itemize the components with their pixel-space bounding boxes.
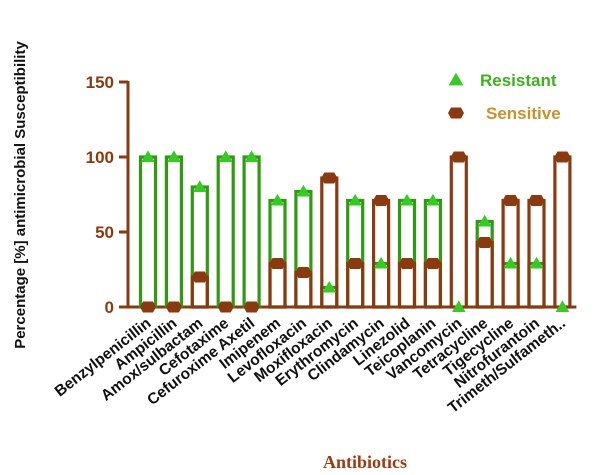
sensitive-point xyxy=(191,271,208,283)
resistant-bar xyxy=(423,198,442,309)
labels: BenzylpenicillinAmpicillinAmox/sulbactam… xyxy=(52,315,569,417)
sensitive-point xyxy=(554,151,571,163)
markers xyxy=(140,150,571,313)
resistant-point xyxy=(322,280,337,293)
legend-resistant-label: Resistant xyxy=(480,71,557,90)
sensitive-point xyxy=(347,258,364,269)
sensitive-point xyxy=(476,237,493,248)
sensitive-bar xyxy=(268,261,287,309)
sensitive-point xyxy=(373,195,390,206)
resistant-point xyxy=(348,193,363,206)
legend-resistant-marker xyxy=(448,72,464,86)
sensitive-point xyxy=(269,258,286,269)
resistant-point xyxy=(167,150,181,162)
y-tick-label: 150 xyxy=(86,73,114,92)
sensitive-point xyxy=(321,172,338,184)
y-axis-title: Percentage [%] antimicrobial Susceptibil… xyxy=(12,41,29,349)
legend-sensitive-marker xyxy=(448,107,464,119)
x-axis-title: Antibiotics xyxy=(323,452,407,472)
sensitive-point xyxy=(165,301,182,313)
legend: Resistant Sensitive xyxy=(448,71,561,123)
resistant-point xyxy=(426,193,440,206)
resistant-point xyxy=(270,193,285,206)
sensitive-point xyxy=(243,301,260,313)
resistant-bar xyxy=(501,261,520,309)
resistant-point xyxy=(555,300,570,312)
resistant-bar xyxy=(268,198,287,309)
resistant-bar xyxy=(164,155,183,309)
resistant-bar xyxy=(294,189,313,309)
bars xyxy=(138,155,572,309)
sensitive-point xyxy=(502,195,519,206)
resistant-bar xyxy=(372,261,391,309)
sensitive-bar xyxy=(423,261,442,309)
resistant-bar xyxy=(346,198,365,309)
sensitive-bar xyxy=(553,155,572,309)
resistant-bar xyxy=(475,219,494,309)
sensitive-bar xyxy=(372,198,391,309)
sensitive-point xyxy=(424,258,441,269)
legend-sensitive-label: Sensitive xyxy=(486,104,561,123)
resistant-point xyxy=(503,256,518,269)
y-tick-label: 50 xyxy=(95,223,114,242)
sensitive-bar xyxy=(397,261,417,309)
sensitive-bar xyxy=(475,240,494,309)
sensitive-point xyxy=(140,301,156,313)
sensitive-point xyxy=(528,195,545,206)
sensitive-bar xyxy=(449,155,468,309)
resistant-bar xyxy=(138,155,158,309)
resistant-bar xyxy=(242,155,261,309)
sensitive-bar xyxy=(501,198,520,309)
resistant-bar xyxy=(397,198,417,309)
resistant-point xyxy=(141,150,155,162)
resistant-point xyxy=(477,214,492,227)
sensitive-bar xyxy=(527,198,546,309)
resistant-point xyxy=(296,184,311,197)
resistant-point xyxy=(192,180,207,192)
sensitive-point xyxy=(450,151,467,163)
resistant-point xyxy=(529,256,544,269)
resistant-bar xyxy=(216,155,235,309)
resistant-bar xyxy=(190,185,209,309)
resistant-point xyxy=(400,193,414,206)
resistant-point xyxy=(451,300,466,312)
sensitive-point xyxy=(217,301,234,313)
y-tick-label: 100 xyxy=(86,148,114,167)
sensitive-point xyxy=(399,258,415,269)
resistant-point xyxy=(244,150,259,162)
sensitive-point xyxy=(295,267,312,278)
resistant-bar xyxy=(527,261,546,309)
sensitive-bar xyxy=(346,261,365,309)
resistant-point xyxy=(374,256,388,269)
y-tick-label: 0 xyxy=(105,298,114,317)
resistant-point xyxy=(218,150,233,162)
